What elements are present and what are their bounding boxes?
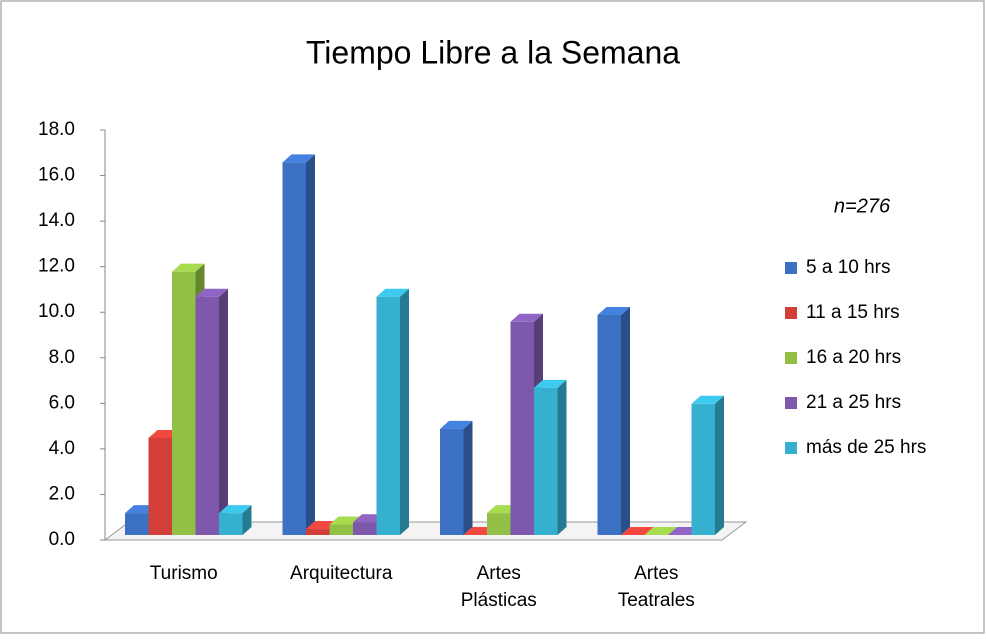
bar-front: [440, 428, 464, 535]
x-tick-label-line: Artes: [634, 563, 678, 584]
bar-top: [621, 527, 654, 535]
y-tick-label: 12.0: [38, 256, 75, 277]
legend-swatch: [785, 397, 797, 409]
legend-swatch: [785, 442, 797, 454]
bar-front: [148, 437, 172, 535]
bar-top: [691, 395, 724, 404]
bar-top: [219, 505, 252, 514]
y-tick-label: 2.0: [49, 483, 75, 504]
x-tick-label-line: Artes: [477, 563, 521, 584]
bar-side: [463, 420, 473, 535]
legend-label: 5 a 10 hrs: [806, 257, 891, 278]
bar-front: [195, 296, 219, 535]
bar-side: [557, 379, 567, 535]
legend-label: 21 a 25 hrs: [806, 392, 901, 413]
bar-top: [534, 379, 567, 388]
legend-label: 16 a 20 hrs: [806, 347, 901, 368]
bar-side: [400, 288, 409, 535]
bar-side: [219, 288, 228, 535]
bar: [282, 154, 315, 536]
x-tick-label-line: Plásticas: [461, 590, 537, 611]
bar-top: [172, 263, 205, 272]
bar: [597, 306, 630, 535]
legend-label: más de 25 hrs: [806, 437, 926, 458]
bar-front: [219, 513, 243, 535]
bar-front: [172, 271, 196, 535]
y-tick-label: 14.0: [38, 210, 75, 231]
bar-front: [487, 513, 511, 535]
bar-side: [715, 395, 724, 535]
legend-swatch: [785, 352, 797, 364]
y-tick-label: 16.0: [38, 165, 75, 186]
bar-front: [353, 522, 377, 535]
bar: [534, 379, 567, 535]
bar-front: [376, 296, 400, 535]
legend-label: 11 a 15 hrs: [806, 302, 900, 323]
bar-side: [306, 154, 315, 536]
y-tick-label: 0.0: [49, 529, 75, 550]
bar-front: [597, 314, 621, 535]
x-tick-label: Artes Teatrales: [618, 563, 695, 611]
bar-top: [597, 306, 630, 315]
legend-swatch: [785, 262, 797, 274]
bar: [195, 288, 228, 535]
bar-top: [644, 527, 677, 535]
y-tick-label: 8.0: [49, 347, 75, 368]
chart-title: Tiempo Libre a la Semana: [306, 34, 680, 70]
bar: [376, 288, 409, 535]
x-tick-label: Arquitectura: [290, 563, 393, 584]
bar-front: [691, 403, 715, 535]
bar-front: [510, 321, 534, 535]
y-tick-label: 18.0: [38, 119, 75, 140]
x-tick-label: Artes Plásticas: [461, 563, 537, 611]
bar: [440, 420, 473, 535]
y-tick-label: 4.0: [49, 438, 75, 459]
legend-swatch: [785, 307, 797, 319]
bar: [621, 527, 654, 535]
bar-front: [329, 524, 353, 535]
x-tick-label: Turismo: [150, 563, 218, 584]
bar-front: [282, 162, 306, 536]
bar-top: [195, 288, 228, 297]
bar-top: [510, 313, 543, 322]
bar-side: [242, 505, 252, 535]
bar-front: [306, 529, 330, 535]
bar: [219, 505, 252, 535]
y-tick-label: 10.0: [38, 301, 75, 322]
bar-side: [621, 306, 630, 535]
bar: [644, 527, 677, 535]
bar: [691, 395, 724, 535]
bar-front: [534, 387, 558, 535]
floor: [103, 521, 748, 541]
bar-top: [440, 420, 473, 429]
x-tick-label-line: Teatrales: [618, 590, 695, 611]
annotation: n=276: [834, 195, 891, 217]
bar-top: [282, 154, 315, 163]
y-tick-label: 6.0: [49, 392, 75, 413]
bar-top: [376, 288, 409, 297]
bar-front: [125, 513, 149, 535]
